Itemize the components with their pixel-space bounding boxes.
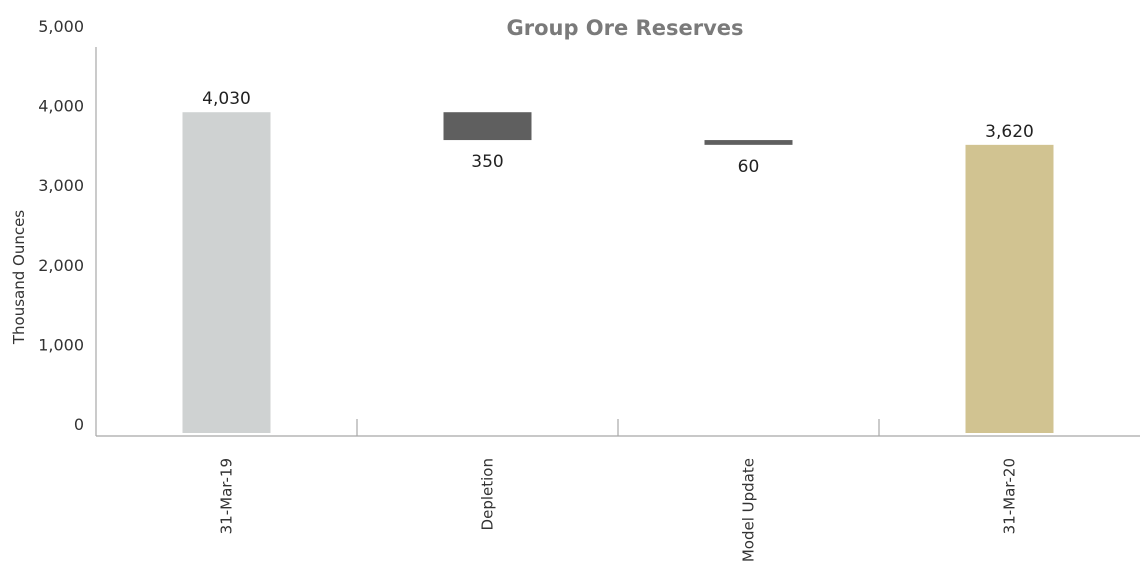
- bar-31-mar-20: [965, 144, 1054, 433]
- x-tick-label: Model Update: [740, 458, 758, 562]
- chart-title: Group Ore Reserves: [506, 16, 743, 40]
- bar-model-update: [704, 140, 793, 145]
- data-label-group: 4,030 350 60 3,620: [202, 89, 1034, 177]
- data-label: 60: [738, 157, 760, 177]
- y-tick-label: 5,000: [38, 17, 84, 36]
- data-label: 4,030: [202, 89, 251, 109]
- bar-depletion: [443, 112, 532, 141]
- x-tick-label: 31-Mar-19: [218, 458, 236, 534]
- y-tick-label: 4,000: [38, 97, 84, 116]
- data-label: 3,620: [985, 122, 1034, 142]
- y-axis-label: Thousand Ounces: [10, 210, 28, 345]
- y-tick-group: 0 1,000 2,000 3,000 4,000 5,000: [38, 17, 84, 434]
- bar-31-mar-19: [182, 112, 271, 433]
- y-tick-label: 1,000: [38, 335, 84, 354]
- data-label: 350: [471, 152, 503, 172]
- y-tick-label: 0: [74, 415, 84, 434]
- x-tick-label: 31-Mar-20: [1001, 458, 1019, 534]
- y-tick-label: 2,000: [38, 256, 84, 275]
- x-tick-group: 31-Mar-19 Depletion Model Update 31-Mar-20: [218, 419, 1019, 562]
- y-tick-label: 3,000: [38, 176, 84, 195]
- x-tick-label: Depletion: [479, 458, 497, 530]
- bar-group: [182, 112, 1054, 433]
